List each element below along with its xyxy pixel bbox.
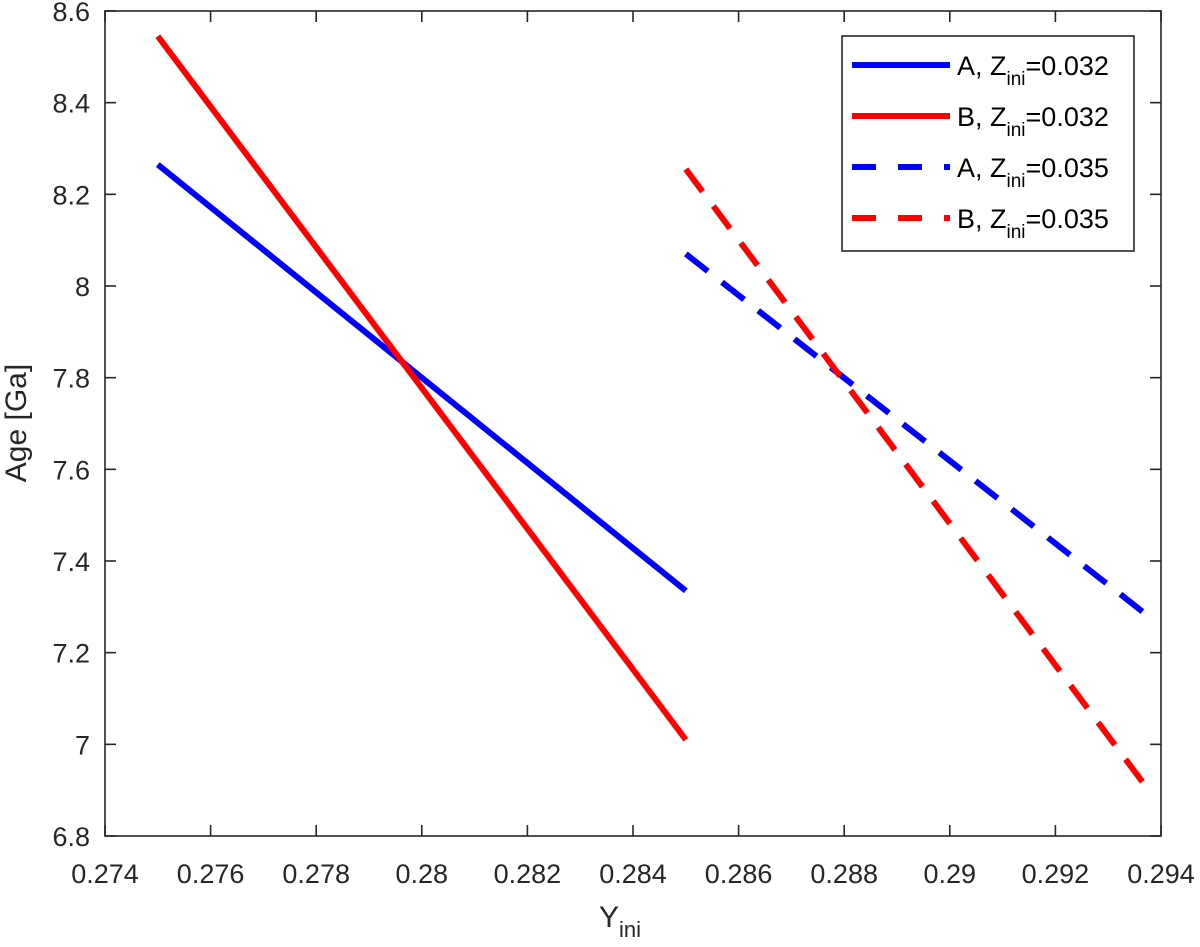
x-tick-label: 0.282 — [494, 859, 562, 889]
plot-lines — [155, 34, 1148, 788]
x-tick-label: 0.274 — [71, 859, 139, 889]
x-axis-label: Yini — [599, 901, 641, 942]
x-tick-label: 0.284 — [599, 859, 667, 889]
y-tick-label: 8.4 — [52, 89, 90, 119]
x-tick-label: 0.29 — [924, 859, 977, 889]
svg-text:Age [Ga]: Age [Ga] — [0, 364, 33, 482]
legend-box — [841, 35, 1135, 252]
legend-entry-label: A, Zini=0.035 — [957, 153, 1109, 192]
series-line-1 — [155, 34, 689, 742]
y-tick-label: 7.2 — [52, 639, 90, 669]
svg-text:Yini: Yini — [599, 901, 641, 942]
y-tick-label: 8.6 — [52, 0, 90, 27]
y-tick-label: 7.4 — [52, 547, 90, 577]
y-tick-label: 8 — [75, 272, 90, 302]
x-tick-label: 0.292 — [1022, 859, 1090, 889]
x-tick-label: 0.28 — [396, 859, 449, 889]
series-line-3 — [683, 167, 1148, 788]
series-line-0 — [155, 162, 688, 594]
x-axis-ticks: 0.274 0.276 0.278 0.28 0.282 0.284 0.286 0.288 0… — [71, 11, 1195, 889]
y-tick-label: 7.6 — [52, 455, 90, 485]
series-line-2 — [683, 251, 1148, 617]
x-tick-label: 0.286 — [705, 859, 773, 889]
legend-entry-label: A, Zini=0.032 — [957, 51, 1109, 90]
y-tick-label: 6.8 — [52, 822, 90, 852]
x-tick-label: 0.288 — [810, 859, 878, 889]
legend-entry-label: B, Zini=0.035 — [957, 204, 1109, 243]
y-tick-label: 7 — [75, 730, 90, 760]
y-tick-label: 8.2 — [52, 180, 90, 210]
x-tick-label: 0.276 — [177, 859, 245, 889]
legend: A, Zini=0.032 B, Zini=0.032 A, Zini=0.035 B… — [841, 35, 1135, 252]
y-axis-ticks: 6.8 7 7.2 7.4 7.6 7.8 8 8.2 8.4 8.6 — [52, 0, 1161, 852]
x-tick-label: 0.278 — [282, 859, 350, 889]
y-tick-label: 7.8 — [52, 364, 90, 394]
legend-entry-label: B, Zini=0.032 — [957, 102, 1109, 141]
y-axis-label: Age [Ga] — [0, 364, 33, 482]
x-tick-label: 0.294 — [1127, 859, 1195, 889]
